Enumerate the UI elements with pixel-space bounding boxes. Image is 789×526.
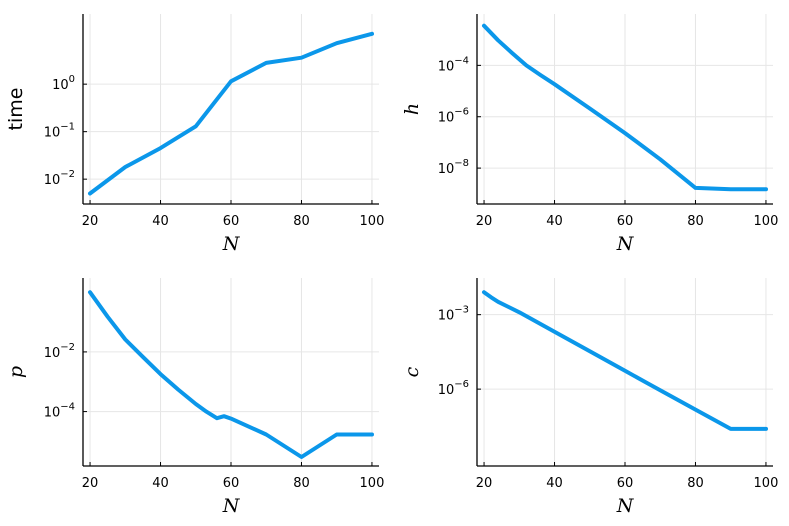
y-tick-label: 10−2 [44,342,75,361]
x-tick-label: 40 [152,214,169,229]
x-axis-label: N [222,233,241,255]
x-axis-label: N [616,495,635,517]
y-tick-label: 10−8 [438,158,469,177]
x-axis-label: N [222,495,241,517]
y-axis-label: h [401,103,423,115]
subplot-3: 20 40 60 80 100 10−4 10−2 Np [5,278,384,517]
x-tick-label: 100 [754,476,779,491]
x-tick-label: 60 [223,214,240,229]
x-axis-label: N [616,233,635,255]
series-line [482,290,768,431]
y-tick-label: 10−2 [44,169,75,188]
x-tick-label: 80 [687,214,704,229]
y-tick-label: 10−4 [438,55,469,74]
y-tick-label: 100 [52,74,75,93]
y-tick-label: 10−3 [438,305,469,324]
x-tick-label: 80 [293,214,310,229]
series-line [482,23,768,192]
x-tick-label: 20 [476,214,493,229]
x-tick-label: 60 [617,214,634,229]
subplot-2: 20 40 60 80 100 10−8 10−6 10−4 Nh [401,14,778,255]
x-tick-label: 20 [476,476,493,491]
x-tick-label: 40 [152,476,169,491]
x-tick-label: 20 [82,214,99,229]
x-tick-label: 40 [546,476,563,491]
x-tick-label: 20 [82,476,99,491]
x-tick-label: 40 [546,214,563,229]
y-tick-label: 10−6 [438,107,469,126]
x-tick-label: 100 [754,214,779,229]
subplot-4: 20 40 60 80 100 10−6 10−3 Nc [401,278,778,517]
x-tick-label: 100 [360,476,385,491]
y-axis-label: c [401,366,423,377]
x-tick-label: 60 [617,476,634,491]
y-tick-label: 10−4 [44,402,75,421]
y-tick-label: 10−1 [44,122,75,141]
x-tick-label: 80 [687,476,704,491]
x-tick-label: 60 [223,476,240,491]
y-tick-label: 10−6 [438,379,469,398]
series-line [88,31,374,196]
series-line [88,290,374,459]
x-tick-label: 100 [360,214,385,229]
y-axis-label: time [5,88,27,131]
y-axis-label: p [5,366,27,378]
x-tick-label: 80 [293,476,310,491]
